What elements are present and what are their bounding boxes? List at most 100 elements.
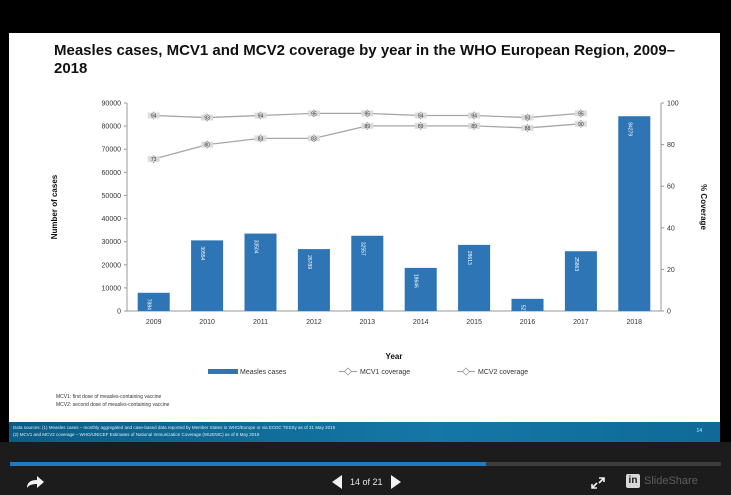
point-label-box [361, 110, 374, 117]
point-label: 95 [365, 111, 371, 117]
point-label: 89 [365, 124, 371, 130]
data-sources: Data sources: (1) Measles cases – monthl… [13, 424, 335, 438]
point-label-box [361, 122, 374, 129]
page-counter: 14 of 21 [350, 477, 383, 487]
point-label-box [414, 122, 427, 129]
y2-tick-label: 60 [667, 184, 675, 191]
y-tick-label: 40000 [102, 216, 122, 223]
y2-tick-label: 40 [667, 225, 675, 232]
note-mcv1: MCV1: first dose of measles-containing v… [56, 394, 162, 400]
progress-bar[interactable] [10, 462, 721, 466]
x-tick-label: 2017 [573, 319, 589, 326]
y-tick-label: 90000 [102, 101, 122, 108]
x-tick-label: 2016 [520, 319, 536, 326]
point-label: 95 [311, 111, 317, 117]
legend-marker-mcv2 [462, 367, 470, 376]
chart-title: Measles cases, MCV1 and MCV2 coverage by… [54, 42, 676, 77]
y-tick-label: 50000 [102, 193, 122, 200]
bar-data-label: 33504 [253, 240, 259, 254]
point-label-box [254, 135, 267, 142]
slideshare-brand[interactable]: in SlideShare [626, 474, 698, 488]
bar-data-label: 32557 [359, 242, 365, 256]
point-label: 89 [471, 124, 477, 130]
legend-swatch-measles [208, 369, 238, 374]
point-label-box [468, 112, 481, 119]
slide-page-tag: 14 [696, 428, 702, 434]
y-tick-label: 60000 [102, 170, 122, 177]
bar-2015 [458, 244, 491, 311]
point-label: 94 [258, 113, 264, 119]
slide: Measles cases, MCV1 and MCV2 coverage by… [9, 33, 720, 422]
point-label: 94 [418, 113, 424, 119]
x-tick-label: 2014 [413, 319, 429, 326]
progress-fill [10, 462, 487, 466]
point-label: 94 [471, 113, 477, 119]
point-label-box [201, 141, 214, 148]
bar-2011 [244, 233, 277, 311]
bar-data-label: 28613 [466, 251, 472, 265]
data-source-line-1: Data sources: (1) Measles cases – monthl… [13, 425, 336, 430]
bar-data-label: 26789 [306, 255, 312, 269]
data-source-line-2: (2) MCV1 and MCV2 coverage – WHO/UNICEF … [13, 432, 260, 437]
point-label-box [468, 122, 481, 129]
y2-tick-label: 20 [667, 267, 675, 274]
bar-2009 [137, 292, 170, 311]
prev-slide-icon[interactable] [330, 474, 344, 490]
bar-2017 [564, 251, 597, 311]
point-label: 89 [418, 124, 424, 130]
point-label-box [574, 110, 587, 117]
point-label: 83 [311, 136, 317, 142]
note-mcv2: MCV2: second dose of measles-containing … [56, 402, 170, 408]
bar-data-label: 30554 [199, 246, 205, 260]
x-tick-label: 2015 [466, 319, 482, 326]
fullscreen-icon[interactable] [591, 477, 605, 489]
y2-tick-label: 80 [667, 142, 675, 149]
y-tick-label: 0 [117, 309, 121, 316]
y-tick-label: 70000 [102, 147, 122, 154]
y2-axis-title: % Coverage [699, 184, 708, 230]
point-label-box [414, 112, 427, 119]
bar-2012 [297, 249, 330, 311]
player-bar [0, 442, 731, 495]
notes: MCV1: first dose of measles-containing v… [56, 393, 169, 409]
legend-label-mcv1: MCV1 coverage [360, 369, 410, 376]
point-label-box [521, 124, 534, 131]
brand-name: SlideShare [644, 475, 698, 487]
bar-data-label: 7884 [146, 299, 152, 310]
x-tick-label: 2012 [306, 319, 322, 326]
x-axis-title: Year [386, 352, 403, 361]
x-tick-label: 2011 [253, 319, 268, 326]
point-label: 94 [151, 113, 157, 119]
x-tick-label: 2013 [360, 319, 376, 326]
legend-marker-mcv1 [344, 367, 352, 376]
chart: 0 10000 20000 30000 40000 50000 60000 70000 8000… [50, 101, 708, 377]
x-tick-label: 2009 [146, 319, 162, 326]
next-slide-icon[interactable] [389, 474, 403, 490]
y2-tick-label: 100 [667, 101, 679, 108]
bar-2014 [404, 267, 437, 311]
bar-2016 [511, 298, 544, 311]
point-label: 93 [204, 116, 210, 122]
point-label-box [521, 114, 534, 121]
bar-data-label: 18646 [413, 274, 419, 288]
point-label-box [307, 110, 320, 117]
point-label: 88 [525, 126, 531, 132]
point-label: 95 [578, 111, 584, 117]
y-tick-label: 10000 [102, 285, 122, 292]
point-label-box [307, 135, 320, 142]
y-tick-label: 80000 [102, 124, 122, 131]
point-label: 80 [204, 143, 210, 149]
y-axis-title: Number of cases [50, 174, 59, 239]
y2-tick-label: 0 [667, 309, 671, 316]
point-label: 93 [525, 116, 531, 122]
bar-data-label: 84279 [626, 122, 632, 136]
share-icon[interactable] [25, 475, 45, 489]
y-tick-label: 20000 [102, 262, 122, 269]
top-black-bar [0, 0, 731, 33]
point-label: 90 [578, 122, 584, 128]
bar-2010 [191, 240, 224, 311]
point-label: 73 [151, 157, 157, 163]
point-label-box [254, 112, 267, 119]
bar-data-label: 25863 [573, 257, 579, 271]
y-tick-label: 30000 [102, 239, 122, 246]
